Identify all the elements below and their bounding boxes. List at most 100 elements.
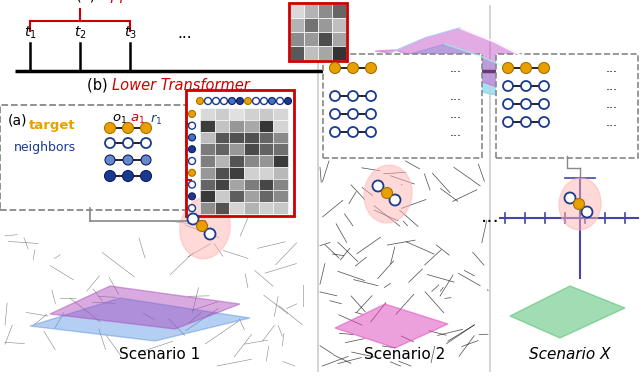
Circle shape	[521, 81, 531, 91]
Circle shape	[189, 111, 195, 117]
Polygon shape	[375, 28, 555, 92]
Circle shape	[502, 62, 513, 73]
Bar	[259, 202, 273, 214]
Bar	[229, 167, 244, 179]
Bar	[200, 155, 214, 167]
Circle shape	[366, 109, 376, 119]
Polygon shape	[50, 286, 240, 329]
Circle shape	[189, 158, 195, 165]
Text: $a_1$: $a_1$	[131, 113, 145, 126]
Polygon shape	[510, 286, 625, 338]
Circle shape	[538, 62, 550, 73]
Bar	[186, 90, 294, 216]
Bar	[229, 202, 244, 214]
Circle shape	[573, 199, 584, 209]
Circle shape	[564, 193, 575, 203]
Circle shape	[348, 62, 358, 73]
Bar	[229, 132, 244, 143]
Bar	[273, 132, 288, 143]
Bar	[259, 120, 273, 132]
Bar	[273, 108, 288, 120]
Circle shape	[122, 170, 134, 182]
Circle shape	[122, 123, 134, 133]
Bar	[318, 4, 332, 18]
Bar	[214, 167, 229, 179]
Circle shape	[189, 193, 195, 200]
Circle shape	[330, 127, 340, 137]
Bar	[332, 46, 346, 60]
Bar	[290, 4, 304, 18]
Bar	[259, 108, 273, 120]
Circle shape	[348, 127, 358, 137]
Bar	[290, 32, 304, 46]
Circle shape	[141, 138, 151, 148]
Polygon shape	[365, 44, 545, 98]
Circle shape	[330, 109, 340, 119]
Circle shape	[104, 170, 115, 182]
Bar	[290, 18, 304, 32]
Circle shape	[228, 97, 236, 105]
Bar	[200, 167, 214, 179]
Text: Scenario 1: Scenario 1	[120, 347, 200, 362]
Bar	[244, 191, 259, 202]
Bar	[244, 179, 259, 191]
Text: ...: ...	[450, 108, 462, 120]
Bar	[214, 202, 229, 214]
Ellipse shape	[180, 197, 230, 259]
Circle shape	[196, 97, 204, 105]
Circle shape	[105, 138, 115, 148]
Circle shape	[189, 146, 195, 153]
Circle shape	[189, 122, 195, 129]
Circle shape	[189, 134, 195, 141]
Bar	[318, 18, 332, 32]
Bar	[214, 108, 229, 120]
Circle shape	[539, 99, 549, 109]
Bar	[273, 120, 288, 132]
Bar	[273, 191, 288, 202]
Bar	[244, 108, 259, 120]
Text: (c): (c)	[76, 0, 100, 3]
Circle shape	[503, 117, 513, 127]
Bar	[214, 120, 229, 132]
Circle shape	[123, 138, 133, 148]
Circle shape	[348, 109, 358, 119]
Text: $t_1$: $t_1$	[24, 24, 36, 41]
Circle shape	[285, 97, 291, 105]
FancyBboxPatch shape	[323, 54, 482, 158]
Circle shape	[366, 127, 376, 137]
Bar	[273, 167, 288, 179]
Circle shape	[205, 97, 211, 105]
Bar	[304, 32, 318, 46]
Text: ...: ...	[481, 206, 499, 226]
Text: Scenario 2: Scenario 2	[364, 347, 445, 362]
Circle shape	[539, 81, 549, 91]
Bar	[244, 143, 259, 155]
Ellipse shape	[364, 165, 412, 223]
Bar	[244, 132, 259, 143]
Bar	[259, 167, 273, 179]
Text: neighbors: neighbors	[14, 141, 76, 155]
Text: ...: ...	[606, 62, 618, 74]
Bar	[244, 167, 259, 179]
Circle shape	[365, 62, 376, 73]
Bar	[273, 202, 288, 214]
Bar	[229, 155, 244, 167]
Circle shape	[189, 181, 195, 188]
Circle shape	[521, 117, 531, 127]
Circle shape	[260, 97, 268, 105]
Circle shape	[141, 155, 151, 165]
Bar	[200, 143, 214, 155]
Bar	[229, 179, 244, 191]
Bar	[304, 18, 318, 32]
Bar	[289, 3, 347, 61]
Text: $r_1$: $r_1$	[150, 113, 162, 127]
Circle shape	[244, 97, 252, 105]
Bar	[273, 179, 288, 191]
Text: ...: ...	[178, 26, 192, 41]
Circle shape	[381, 188, 392, 199]
Circle shape	[503, 81, 513, 91]
Bar	[200, 191, 214, 202]
Circle shape	[390, 194, 401, 206]
Text: Lower Transformer: Lower Transformer	[112, 78, 250, 93]
Bar	[259, 191, 273, 202]
